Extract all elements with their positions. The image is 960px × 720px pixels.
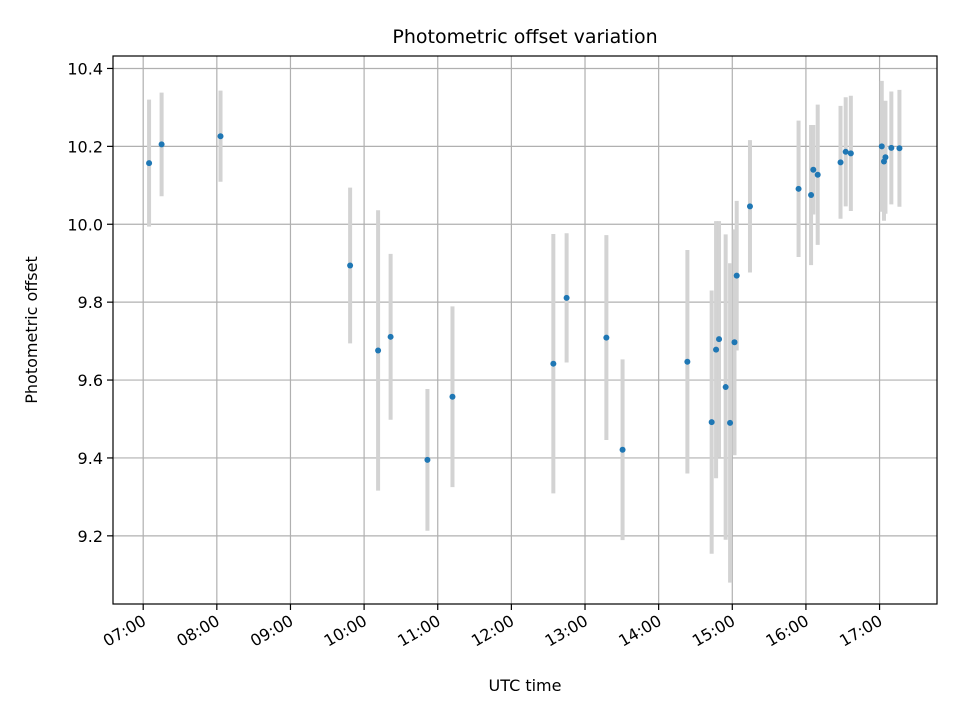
data-point [713, 346, 720, 353]
y-tick-label: 10.2 [67, 137, 103, 156]
data-point [387, 333, 394, 340]
y-tick-label: 9.4 [78, 449, 103, 468]
data-point [888, 144, 895, 151]
x-tick-label: 10:00 [321, 611, 370, 651]
data-point [810, 166, 817, 173]
data-point [603, 334, 610, 341]
data-point [882, 154, 889, 161]
data-point [563, 294, 570, 301]
y-axis-ticks: 9.2 9.4 9.6 9.8 10.0 10.2 10.4 [67, 59, 113, 546]
x-tick-label: 15:00 [689, 611, 738, 651]
data-point [550, 360, 557, 367]
data-point [727, 419, 734, 426]
x-tick-label: 08:00 [173, 611, 222, 651]
plot-frame [112, 55, 938, 605]
x-tick-label: 13:00 [542, 611, 591, 651]
data-point [375, 347, 382, 354]
data-point [814, 171, 821, 178]
chart-title: Photometric offset variation [392, 26, 657, 48]
data-point [842, 148, 849, 155]
data-point [878, 143, 885, 150]
y-tick-label: 9.8 [78, 293, 103, 312]
data-point [217, 133, 224, 140]
data-point [708, 419, 715, 426]
data-point [896, 145, 903, 152]
data-point [347, 262, 354, 269]
y-axis-label: Photometric offset [22, 256, 41, 404]
x-axis-ticks: 07:00 08:00 09:00 10:00 11:00 12:00 13:00 14:00… [100, 604, 886, 651]
y-tick-label: 10.4 [67, 59, 103, 78]
data-point [619, 446, 626, 453]
data-point [716, 336, 723, 343]
data-point [684, 358, 691, 365]
y-tick-label: 9.6 [78, 371, 103, 390]
data-point [146, 160, 153, 167]
data-point [449, 393, 456, 400]
data-point [424, 456, 431, 463]
data-point [837, 159, 844, 166]
data-point [722, 384, 729, 391]
data-point [795, 185, 802, 192]
x-tick-label: 11:00 [394, 611, 443, 651]
x-tick-label: 17:00 [836, 611, 885, 651]
error-bars [147, 80, 902, 583]
x-tick-label: 16:00 [762, 611, 811, 651]
x-tick-label: 09:00 [247, 611, 296, 651]
x-tick-label: 07:00 [100, 611, 149, 651]
data-point [158, 141, 165, 148]
y-tick-label: 10.0 [67, 215, 103, 234]
data-point [847, 150, 854, 157]
x-tick-label: 14:00 [615, 611, 664, 651]
x-axis-label: UTC time [489, 676, 562, 695]
data-point [746, 203, 753, 210]
y-tick-label: 9.2 [78, 527, 103, 546]
data-point [733, 272, 740, 279]
data-point [731, 339, 738, 346]
data-point [808, 192, 815, 199]
x-tick-label: 12:00 [468, 611, 517, 651]
data-points [146, 133, 903, 463]
